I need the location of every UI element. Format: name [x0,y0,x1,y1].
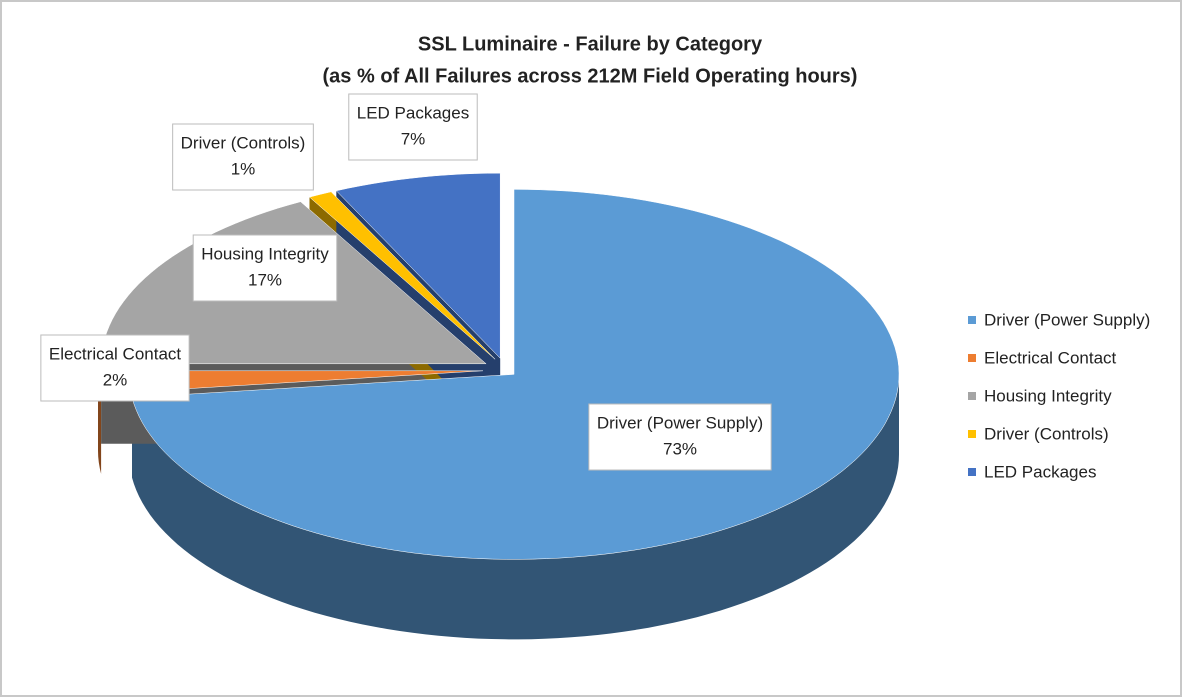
data-labels: Driver (Power Supply) 73% Electrical Conta… [40,93,772,471]
data-label: Electrical Contact 2% [40,334,190,402]
legend-swatch [968,392,976,400]
legend-swatch [968,430,976,438]
legend-label: Housing Integrity [984,386,1112,405]
slice [308,191,496,360]
legend-label: Driver (Controls) [984,424,1109,443]
label-box [588,403,772,471]
legend-swatch [968,468,976,476]
data-label: Driver (Controls) 1% [172,123,314,191]
slice-side [132,374,899,640]
label-box [192,234,338,302]
legend-swatch [968,354,976,362]
chart-subtitle: (as % of All Failures across 212M Field … [323,65,858,87]
chart-title: SSL Luminaire - Failure by Category [418,33,763,55]
label-category: Housing Integrity [201,244,329,263]
label-value: 2% [103,370,128,389]
label-box [40,334,190,402]
label-category: Driver (Power Supply) [597,413,763,432]
label-value: 73% [663,439,697,458]
data-label: LED Packages 7% [348,93,478,161]
slice [335,172,501,359]
legend: Driver (Power Supply) Electrical Contact H… [968,310,1150,481]
label-box [348,93,478,161]
legend-label: Driver (Power Supply) [984,310,1150,329]
label-category: Electrical Contact [49,344,182,363]
label-value: 17% [248,270,282,289]
data-label: Housing Integrity 17% [192,234,338,302]
data-label: Driver (Power Supply) 73% [588,403,772,471]
label-value: 7% [401,129,426,148]
label-category: LED Packages [357,103,469,122]
label-box [172,123,314,191]
legend-swatch [968,316,976,324]
legend-label: Electrical Contact [984,348,1117,367]
legend-label: LED Packages [984,462,1096,481]
label-value: 1% [231,159,256,178]
label-category: Driver (Controls) [181,133,306,152]
